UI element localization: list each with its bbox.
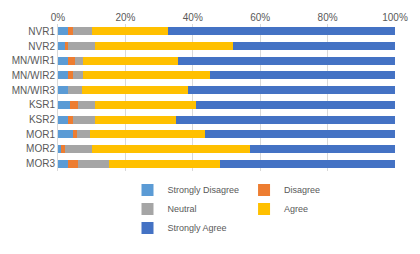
svg-text:80%: 80%: [318, 12, 338, 23]
svg-text:NVR2: NVR2: [28, 41, 55, 52]
svg-text:MN/WIR1: MN/WIR1: [12, 55, 56, 66]
svg-text:60%: 60%: [250, 12, 270, 23]
svg-text:MOR2: MOR2: [26, 143, 55, 154]
svg-text:KSR2: KSR2: [29, 114, 56, 125]
svg-text:0%: 0%: [51, 12, 66, 23]
svg-text:MOR1: MOR1: [26, 129, 55, 140]
svg-text:MN/WIR2: MN/WIR2: [12, 70, 56, 81]
svg-text:100%: 100%: [382, 12, 408, 23]
svg-text:Neutral: Neutral: [168, 204, 197, 214]
svg-text:Disagree: Disagree: [284, 185, 320, 195]
svg-text:20%: 20%: [115, 12, 135, 23]
svg-text:MOR3: MOR3: [26, 158, 55, 169]
svg-text:KSR1: KSR1: [29, 99, 56, 110]
svg-text:Agree: Agree: [284, 204, 308, 214]
svg-text:40%: 40%: [183, 12, 203, 23]
svg-text:Strongly Disagree: Strongly Disagree: [168, 185, 240, 195]
svg-text:Strongly Agree: Strongly Agree: [168, 223, 227, 233]
svg-text:NVR1: NVR1: [28, 26, 55, 37]
svg-text:MN/WIR3: MN/WIR3: [12, 85, 56, 96]
